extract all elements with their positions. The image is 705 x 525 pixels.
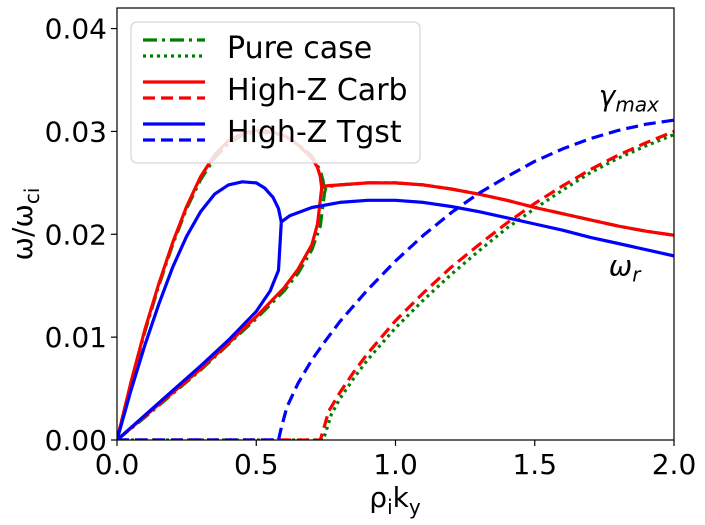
x-tick-label: 1.5 (512, 448, 557, 481)
legend-label-pure: Pure case (227, 31, 372, 66)
series-line-8 (117, 118, 674, 440)
legend: Pure case High-Z Carb High-Z Tgst (130, 21, 421, 164)
x-tick-label: 0.5 (234, 448, 279, 481)
x-tick-label: 1.0 (373, 448, 418, 481)
y-tick-label: 0.03 (45, 115, 107, 148)
series-line-2 (117, 133, 674, 440)
legend-label-tgst: High-Z Tgst (227, 115, 402, 150)
series-line-7 (117, 198, 674, 440)
series-line-4 (117, 181, 674, 440)
legend-entries (143, 38, 205, 142)
x-axis-label: ρiky (369, 481, 421, 519)
y-axis-label: ω/ωci (6, 188, 44, 261)
legend-label-carb: High-Z Carb (227, 73, 408, 108)
legend-box (130, 21, 421, 164)
gamma-max-annotation: γmax (599, 80, 659, 117)
y-tick-label: 0.01 (45, 321, 107, 354)
omega-r-annotation: ωr (609, 249, 642, 286)
y-tick-label: 0.04 (45, 13, 107, 46)
ticks-layer: 0.0 0.5 1.0 1.5 2.0 0.00 0.01 0.02 0.03 0.04 (45, 13, 697, 481)
x-tick-label: 2.0 (652, 448, 697, 481)
series-line-6 (117, 180, 283, 440)
x-tick-label: 0.0 (95, 448, 140, 481)
series-line-5 (117, 129, 674, 440)
y-tick-label: 0.02 (45, 218, 107, 251)
y-tick-label: 0.00 (45, 424, 107, 457)
